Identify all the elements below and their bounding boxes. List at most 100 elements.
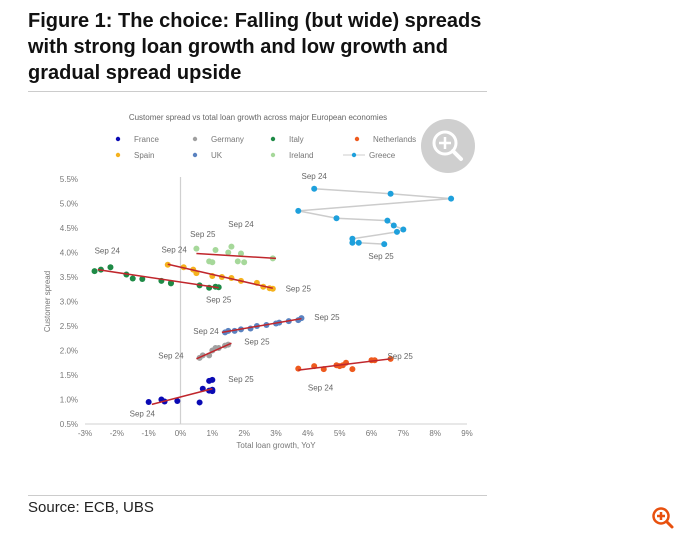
y-tick-label: 4.5%: [60, 224, 78, 233]
ireland-point: [206, 258, 213, 265]
italy-point: [129, 275, 136, 282]
greece-point: [295, 207, 302, 214]
annotation-label: Sep 25: [286, 285, 312, 294]
greece-point: [448, 195, 455, 202]
uk-point: [298, 315, 305, 322]
annotation-label: Sep 24: [161, 246, 187, 255]
ireland-trendline: [196, 252, 277, 260]
ireland-point: [225, 249, 232, 256]
annotation-label: Sep 25: [206, 295, 232, 304]
italy-point: [167, 280, 174, 287]
france-trendline: [151, 387, 213, 406]
germany-trendline: [196, 342, 232, 360]
scatter-chart: Customer spread vs total loan growth acr…: [43, 113, 473, 450]
italy-trendline: [97, 268, 219, 289]
legend-label: Ireland: [289, 151, 313, 160]
x-tick-label: 8%: [429, 429, 441, 438]
legend-marker: [354, 136, 360, 142]
annotation-label: Sep 24: [158, 351, 184, 360]
france-point: [174, 397, 181, 404]
legend-label: UK: [211, 151, 223, 160]
ireland-point: [237, 250, 244, 257]
annotation-label: Sep 24: [228, 220, 254, 229]
legend-marker: [115, 152, 121, 158]
italy-point: [107, 264, 114, 271]
chart-title: Customer spread vs total loan growth acr…: [129, 113, 387, 122]
y-tick-label: 3.5%: [60, 273, 78, 282]
legend-marker: [115, 136, 121, 142]
italy-point: [139, 275, 146, 282]
france-point: [209, 376, 216, 383]
netherlands-point: [295, 365, 302, 372]
y-tick-label: 2.5%: [60, 322, 78, 331]
france-point: [209, 386, 216, 393]
legend-label: France: [134, 135, 159, 144]
y-tick-label: 4.0%: [60, 249, 78, 258]
legend-label: Greece: [369, 151, 396, 160]
annotation-label: Sep 25: [387, 352, 413, 361]
y-tick-label: 1.0%: [60, 396, 78, 405]
greece-point: [355, 239, 362, 246]
ireland-point: [228, 243, 235, 250]
annotation-label: Sep 25: [314, 313, 340, 322]
y-tick-label: 2.0%: [60, 347, 78, 356]
y-tick-label: 5.5%: [60, 175, 78, 184]
x-tick-label: 5%: [334, 429, 346, 438]
italy-point: [91, 268, 98, 275]
ireland-point: [241, 259, 248, 266]
x-tick-label: 7%: [398, 429, 410, 438]
x-tick-label: -2%: [110, 429, 124, 438]
annotation-label: Sep 24: [95, 246, 121, 255]
legend-label: Netherlands: [373, 135, 416, 144]
spain-trendline: [167, 263, 273, 290]
figure-title: Figure 1: The choice: Falling (but wide)…: [28, 10, 482, 84]
x-tick-label: 4%: [302, 429, 314, 438]
x-tick-label: 9%: [461, 429, 473, 438]
ireland-point: [234, 258, 241, 265]
netherlands-trendline: [298, 358, 391, 371]
greece-line: [298, 188, 452, 245]
france-point: [196, 399, 203, 406]
divider: [28, 495, 487, 496]
legend-marker: [351, 152, 357, 158]
y-tick-label: 3.0%: [60, 298, 78, 307]
x-tick-label: -1%: [142, 429, 156, 438]
greece-point: [390, 222, 397, 229]
x-tick-label: -3%: [78, 429, 92, 438]
divider: [28, 91, 487, 92]
zoom-in-button-small[interactable]: [650, 505, 676, 531]
greece-point: [333, 215, 340, 222]
x-tick-label: 6%: [366, 429, 378, 438]
netherlands-point: [349, 366, 356, 373]
x-tick-label: 2%: [238, 429, 250, 438]
legend-marker: [192, 152, 198, 158]
zoom-in-icon: [652, 507, 674, 529]
y-axis-label: Customer spread: [43, 271, 52, 332]
legend-marker: [270, 152, 276, 158]
greece-point: [381, 241, 388, 248]
legend-marker: [192, 136, 198, 142]
legend-label: Italy: [289, 135, 304, 144]
greece-point: [311, 185, 318, 192]
greece-point: [387, 190, 394, 197]
greece-point: [400, 226, 407, 233]
annotation-label: Sep 25: [368, 252, 394, 261]
zoom-in-icon: [432, 130, 463, 161]
annotation-label: Sep 24: [308, 384, 334, 393]
annotation-label: Sep 24: [302, 172, 328, 181]
annotation-label: Sep 25: [190, 230, 216, 239]
y-tick-label: 0.5%: [60, 420, 78, 429]
legend-marker: [270, 136, 276, 142]
x-axis-label: Total loan growth, YoY: [236, 441, 316, 450]
annotation-label: Sep 25: [244, 338, 270, 347]
y-tick-label: 1.5%: [60, 371, 78, 380]
zoom-in-button[interactable]: [421, 119, 475, 173]
y-tick-label: 5.0%: [60, 200, 78, 209]
uk-trendline: [221, 317, 302, 334]
x-tick-label: 3%: [270, 429, 282, 438]
annotation-label: Sep 24: [193, 327, 219, 336]
legend-label: Germany: [211, 135, 244, 144]
greece-point: [393, 228, 400, 235]
annotation-label: Sep 25: [228, 375, 254, 384]
france-point: [145, 398, 152, 405]
